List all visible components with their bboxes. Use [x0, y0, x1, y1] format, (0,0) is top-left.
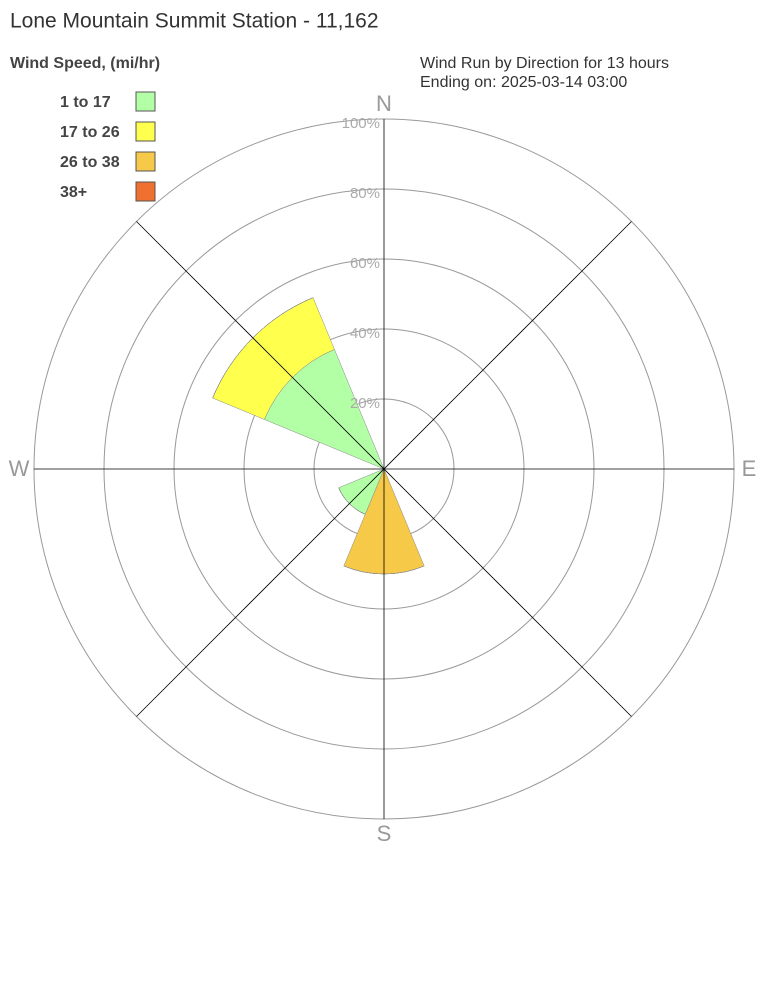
- direction-label: S: [377, 821, 392, 846]
- legend-label: 17 to 26: [60, 124, 120, 141]
- r-tick-label: 60%: [350, 255, 380, 272]
- direction-label: E: [742, 456, 757, 481]
- spoke: [136, 221, 632, 717]
- direction-label: W: [9, 456, 30, 481]
- wedge: [212, 297, 314, 399]
- legend-label: 38+: [60, 184, 87, 201]
- legend-title: Wind Speed, (mi/hr): [10, 55, 160, 72]
- legend-swatch: [135, 181, 156, 202]
- chart-title: Lone Mountain Summit Station - 11,162: [10, 10, 379, 33]
- r-tick-label: 20%: [350, 395, 380, 412]
- r-tick-label: 40%: [350, 325, 380, 342]
- direction-label: N: [376, 91, 392, 116]
- r-tick-label: 80%: [350, 185, 380, 202]
- legend-label: 26 to 38: [60, 154, 120, 171]
- legend-swatch: [135, 151, 156, 172]
- legend-swatch: [135, 121, 156, 142]
- subtitle: Ending on: 2025-03-14 03:00: [420, 74, 627, 91]
- subtitle: Wind Run by Direction for 13 hours: [420, 55, 669, 72]
- r-tick-label: 100%: [342, 115, 380, 132]
- legend-label: 1 to 17: [60, 94, 111, 111]
- legend-swatch: [135, 91, 156, 112]
